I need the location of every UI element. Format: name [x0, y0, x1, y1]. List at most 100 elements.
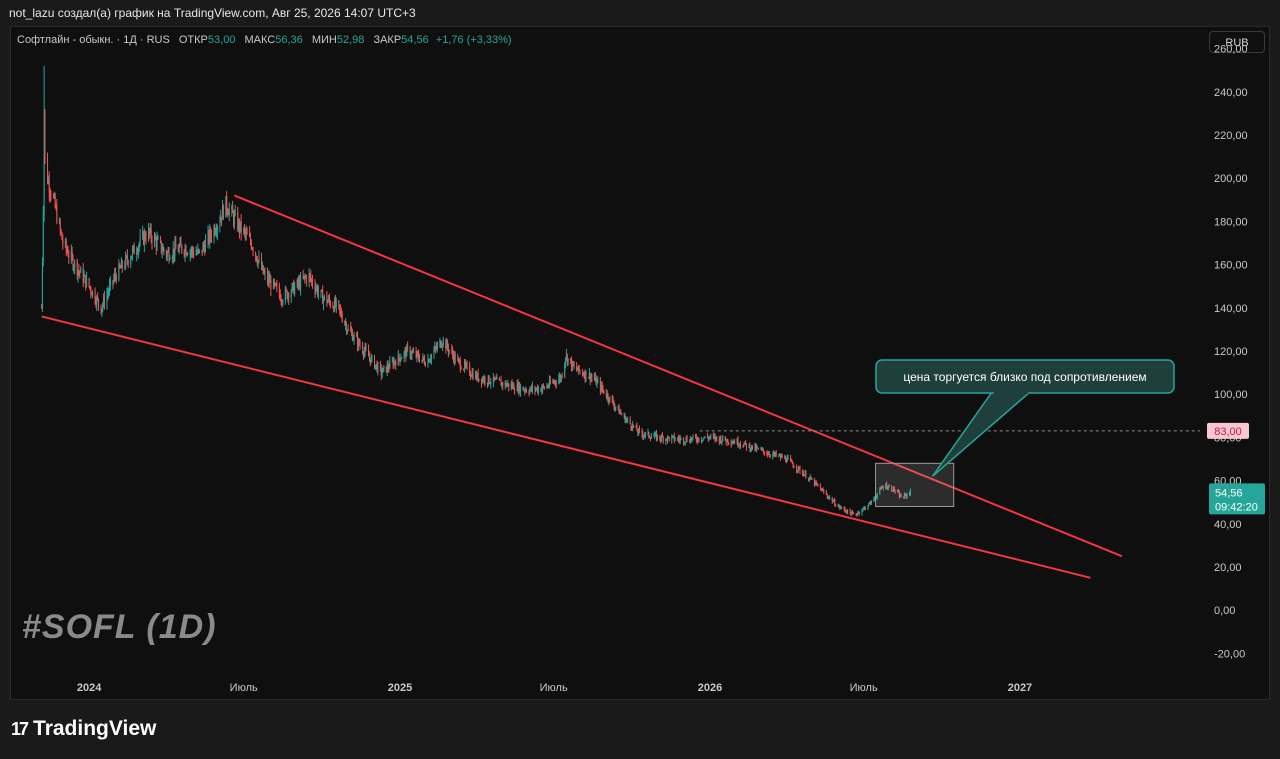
candle-body	[67, 251, 69, 257]
candle-body	[403, 351, 405, 358]
candle-body	[282, 301, 284, 304]
candle-body	[810, 476, 812, 480]
candle-body	[203, 244, 205, 247]
candle-body	[727, 439, 729, 443]
candle-body	[222, 205, 224, 218]
candle-body	[359, 344, 361, 347]
candle-body	[339, 304, 341, 310]
candle-body	[845, 511, 847, 513]
tradingview-logo[interactable]: 17 TradingView	[11, 717, 156, 741]
candle-body	[778, 455, 780, 457]
candle-body	[379, 363, 381, 368]
candle-body	[389, 361, 391, 369]
candle-body	[280, 300, 282, 302]
candle-body	[762, 449, 764, 451]
candle-body	[507, 383, 509, 385]
candle-body	[826, 494, 828, 497]
candle-body	[790, 460, 792, 462]
candle-body	[650, 436, 652, 439]
candle-body	[876, 494, 878, 498]
candle-body	[641, 430, 643, 434]
candle-body	[53, 195, 55, 197]
candle-body	[157, 238, 159, 240]
candle-body	[529, 389, 531, 394]
candle-body	[570, 358, 572, 361]
candle-body	[873, 498, 875, 501]
candle-body	[662, 436, 664, 442]
candle-body	[80, 268, 82, 273]
candle-body	[154, 236, 156, 240]
candle-body	[387, 364, 389, 369]
candle-body	[44, 158, 46, 160]
candle-body	[434, 347, 436, 351]
candle-body	[369, 357, 371, 363]
candle-body	[844, 509, 846, 512]
candle-body	[302, 276, 304, 278]
candle-body	[852, 511, 854, 514]
candle-body	[740, 444, 742, 446]
candle-body	[228, 208, 230, 215]
candle-body	[716, 436, 718, 439]
drawings-group: цена торгуется близко под сопротивлением	[41, 194, 1200, 579]
candle-body	[608, 399, 610, 402]
candle-body	[857, 513, 859, 515]
candle-body	[429, 360, 431, 363]
candle-body	[70, 251, 72, 258]
candle-body	[590, 376, 592, 381]
candle-body	[852, 513, 854, 515]
candle-body	[148, 228, 150, 240]
candle-body	[47, 180, 49, 183]
currency-button[interactable]: RUB	[1209, 31, 1265, 53]
candle-body	[888, 486, 890, 488]
candle-body	[754, 445, 756, 449]
candle-body	[589, 373, 591, 381]
candle-body	[757, 447, 759, 450]
candle-body	[261, 265, 263, 269]
candle-body	[64, 241, 66, 245]
candle-body	[517, 383, 519, 392]
candle-body	[441, 344, 443, 347]
candle-body	[221, 217, 223, 220]
candle-body	[660, 438, 662, 440]
candle-body	[572, 361, 574, 366]
candle-body	[221, 205, 223, 220]
candle-body	[71, 251, 73, 257]
candle-body	[196, 252, 198, 254]
candle-body	[787, 457, 789, 459]
candle-body	[518, 383, 520, 392]
candle-body	[484, 377, 486, 383]
candle-body	[475, 373, 477, 380]
candle-body	[119, 264, 121, 268]
candle-body	[629, 418, 631, 424]
candle-body	[882, 487, 884, 489]
candle-body	[166, 252, 168, 257]
candle-body	[460, 368, 462, 370]
candle-body	[210, 230, 212, 236]
candle-body	[571, 361, 573, 369]
candle-body	[653, 436, 655, 438]
candle-body	[524, 389, 526, 392]
candle-body	[226, 196, 228, 210]
candle-body	[803, 474, 805, 476]
candle-body	[732, 442, 734, 444]
candle-body	[131, 249, 133, 257]
candle-body	[422, 356, 424, 360]
candle-body	[816, 483, 818, 485]
candle-body	[755, 445, 757, 450]
candle-body	[109, 285, 111, 292]
candle-body	[656, 435, 658, 440]
candle-body	[578, 365, 580, 371]
candle-body	[793, 466, 795, 468]
candle-body	[215, 232, 217, 234]
candle-body	[531, 386, 533, 390]
candle-body	[796, 467, 798, 471]
candle-body	[548, 385, 550, 387]
candle-body	[213, 227, 215, 239]
candle-body	[552, 381, 554, 384]
candle-body	[199, 250, 201, 252]
level-tag-label: 83,00	[1214, 426, 1242, 438]
candle-body	[511, 384, 513, 388]
candle-body	[780, 455, 782, 458]
candle-body	[220, 217, 222, 222]
